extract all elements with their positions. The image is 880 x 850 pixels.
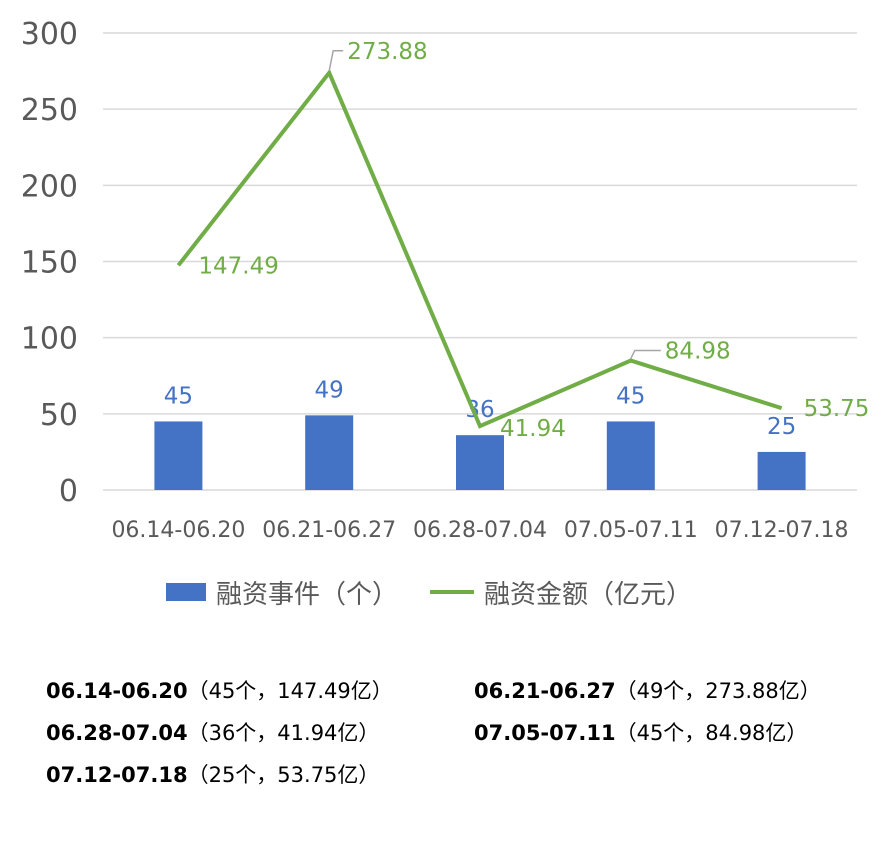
line-data-labels: 147.49 273.88 41.94 84.98 53.75	[198, 39, 869, 442]
summary-period: 06.14-06.20	[46, 679, 188, 703]
bar	[154, 421, 203, 490]
summary-list: 06.14-06.20（45个，147.49亿） 06.21-06.27（49个…	[46, 670, 866, 796]
y-axis-ticks: 0 50 100 150 200 250 300	[21, 17, 78, 509]
gridlines	[103, 32, 857, 491]
legend-line-label: 融资金额（亿元）	[484, 579, 693, 610]
summary-detail: （25个，53.75亿）	[187, 763, 380, 787]
x-tick-label: 06.14-06.20	[111, 518, 245, 543]
summary-detail: （45个，147.49亿）	[187, 679, 393, 703]
summary-period: 06.21-06.27	[474, 679, 616, 703]
legend-item-bar: 融资事件（个）	[166, 570, 398, 614]
line-value-label: 53.75	[804, 396, 870, 422]
line-value-label: 273.88	[347, 39, 427, 65]
summary-item: 07.05-07.11（45个，84.98亿）	[474, 712, 807, 754]
summary-item: 06.28-07.04（36个，41.94亿）	[46, 712, 379, 754]
summary-item: 07.12-07.18（25个，53.75亿）	[46, 754, 379, 796]
y-tick-label: 150	[21, 246, 78, 281]
summary-period: 07.12-07.18	[46, 763, 188, 787]
y-tick-label: 200	[21, 169, 78, 204]
bar-value-label: 25	[767, 414, 796, 440]
y-tick-label: 0	[59, 474, 78, 509]
x-axis-ticks: 06.14-06.20 06.21-06.27 06.28-07.04 07.05-0…	[111, 518, 848, 543]
line-value-label: 147.49	[198, 253, 278, 279]
legend-line-swatch	[430, 590, 474, 594]
bar	[606, 421, 655, 490]
summary-period: 07.05-07.11	[474, 721, 616, 745]
label-leader-line	[630, 349, 661, 359]
bar-value-label: 49	[315, 377, 344, 403]
legend-bar-label: 融资事件（个）	[216, 579, 399, 610]
bar	[305, 415, 354, 490]
x-tick-label: 07.05-07.11	[564, 518, 698, 543]
legend-bar-swatch	[166, 583, 206, 601]
summary-row: 06.28-07.04（36个，41.94亿） 07.05-07.11（45个，…	[46, 712, 866, 754]
x-tick-label: 07.12-07.18	[715, 518, 849, 543]
bar-value-label: 45	[164, 383, 193, 409]
legend-item-line: 融资金额（亿元）	[430, 570, 692, 614]
summary-item: 06.21-06.27（49个，273.88亿）	[474, 670, 821, 712]
line-path	[176, 68, 783, 429]
bar	[757, 451, 806, 490]
y-tick-label: 50	[40, 398, 78, 433]
summary-period: 06.28-07.04	[46, 721, 188, 745]
summary-item: 06.14-06.20（45个，147.49亿）	[46, 670, 393, 712]
y-tick-label: 300	[21, 17, 78, 52]
bar-series	[154, 415, 806, 490]
line-value-label: 84.98	[665, 339, 731, 365]
summary-row: 07.12-07.18（25个，53.75亿）	[46, 754, 866, 796]
x-tick-label: 06.21-06.27	[262, 518, 396, 543]
y-tick-label: 250	[21, 93, 78, 128]
summary-detail: （36个，41.94亿）	[187, 721, 380, 745]
label-leader-line	[328, 50, 344, 71]
summary-row: 06.14-06.20（45个，147.49亿） 06.21-06.27（49个…	[46, 670, 866, 712]
summary-detail: （45个，84.98亿）	[615, 721, 808, 745]
line-value-label: 41.94	[500, 416, 566, 442]
bar-value-label: 45	[616, 383, 645, 409]
bar	[456, 435, 504, 490]
y-tick-label: 100	[21, 322, 78, 357]
legend: 融资事件（个） 融资金额（亿元）	[0, 570, 880, 614]
line-series	[176, 68, 783, 429]
summary-detail: （49个，273.88亿）	[615, 679, 821, 703]
x-tick-label: 06.28-07.04	[413, 518, 547, 543]
